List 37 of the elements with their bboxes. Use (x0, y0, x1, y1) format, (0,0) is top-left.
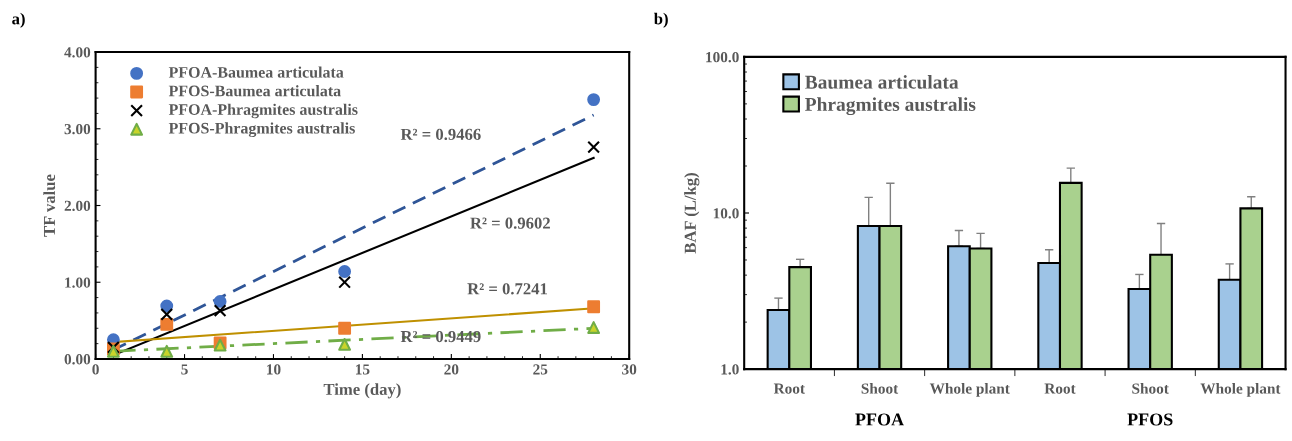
x-axis-title: Time (day) (323, 383, 401, 399)
y-tick-label: 10.0 (713, 208, 739, 219)
annotation: R² = 0.9466 (400, 128, 481, 141)
text: PFOA (855, 413, 904, 426)
y-tick-label: 3.00 (64, 123, 91, 135)
y-tick-label: 0.00 (64, 354, 91, 365)
y-axis-title: TF value (43, 174, 56, 237)
x-tick-label: Root (1044, 383, 1076, 394)
x-tick-label: Root (773, 383, 805, 394)
y-axis-title: BAF (L/kg) (684, 173, 700, 254)
x-tick-label: 25 (533, 364, 548, 375)
x-tick-label: Shoot (1132, 383, 1169, 394)
chart-title: a) (12, 12, 25, 28)
chart-title: b) (653, 12, 668, 28)
annotation: R² = 0.9602 (470, 217, 550, 229)
x-tick-label: 5 (181, 364, 188, 375)
x-tick-label: Whole plant (929, 383, 1010, 397)
y-tick-label: 1.0 (721, 364, 739, 375)
legend-label: Phragmites australis (805, 97, 976, 116)
legend-label: PFOS-Phragmites australis (168, 122, 355, 137)
legend-label: Baumea articulata (805, 75, 959, 89)
y-tick-label: 2.00 (64, 200, 91, 212)
text: PFOS (1127, 413, 1173, 426)
x-tick-label: 20 (444, 364, 459, 375)
x-tick-label: 30 (622, 364, 637, 375)
x-tick-label: 0 (92, 364, 99, 375)
y-tick-label: 4.00 (64, 47, 91, 58)
y-tick-label: 100.0 (706, 52, 739, 63)
legend-label: PFOA-Baumea articulata (168, 66, 344, 78)
y-tick-label: 1.00 (65, 277, 91, 288)
x-tick-label: 10 (267, 364, 281, 375)
legend-label: PFOA-Phragmites australis (168, 103, 358, 119)
x-tick-label: Whole plant (1200, 383, 1281, 397)
annotation: R² = 0.7241 (467, 283, 548, 295)
x-tick-label: Shoot (861, 383, 899, 394)
x-tick-label: 15 (355, 364, 370, 375)
legend-label: PFOS-Baumea articulata (168, 85, 341, 97)
